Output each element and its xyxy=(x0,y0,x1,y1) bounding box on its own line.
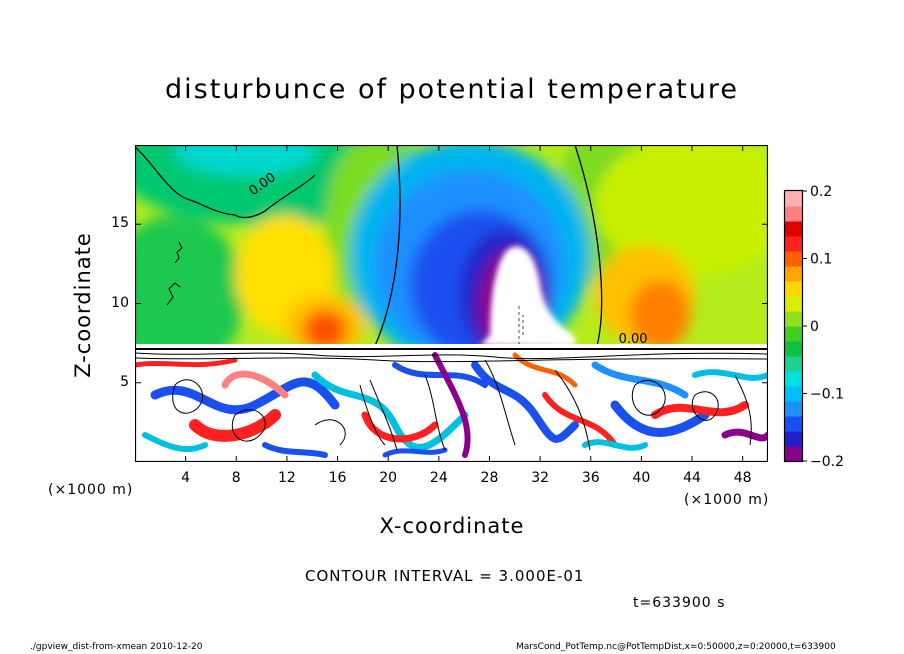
colorbar-swatch xyxy=(785,356,802,372)
heatmap-plot: 0.000.00 xyxy=(135,145,768,462)
x-tick-label: 28 xyxy=(480,470,499,486)
x-tick-label: 20 xyxy=(379,470,398,486)
upper-field xyxy=(135,145,768,346)
colorbar-swatch xyxy=(785,206,802,222)
colorbar-swatch xyxy=(785,446,802,462)
y-ticks xyxy=(135,223,768,384)
colorbar-tick-label: 0.1 xyxy=(810,252,832,268)
time-label: t=633900 s xyxy=(633,595,726,611)
colorbar-swatch xyxy=(785,401,802,417)
footer-data-source: MarsCond_PotTemp.nc@PotTempDist,x=0:5000… xyxy=(516,642,836,652)
x-ticks xyxy=(185,145,744,462)
y-axis-title: Z-coordinate xyxy=(71,232,95,378)
y-tick-label: 5 xyxy=(120,373,129,390)
x-tick-label: 12 xyxy=(277,470,296,486)
chart-title: disturbunce of potential temperature xyxy=(165,74,739,105)
colorbar-ticks: 0.2 0.1 0 −0.1 −0.2 xyxy=(802,185,844,470)
x-tick-label: 24 xyxy=(429,470,448,486)
x-tick-label: 32 xyxy=(531,470,550,486)
colorbar-swatch xyxy=(785,236,802,252)
x-tick-label: 16 xyxy=(328,470,347,486)
colorbar-swatch xyxy=(785,416,802,432)
colorbar-swatch xyxy=(785,386,802,402)
lower-field xyxy=(135,344,768,462)
y-tick-label: 10 xyxy=(111,294,129,311)
colorbar-swatches xyxy=(785,191,802,462)
colorbar-swatch xyxy=(785,431,802,447)
colorbar-swatch xyxy=(785,281,802,297)
x-axis-title: X-coordinate xyxy=(379,514,525,538)
contour-label: 0.00 xyxy=(619,332,648,347)
colorbar: 0.2 0.1 0 −0.1 −0.2 xyxy=(783,185,844,470)
colorbar-swatch xyxy=(785,341,802,357)
colorbar-swatch xyxy=(785,311,802,327)
colorbar-tick-label: −0.2 xyxy=(810,454,844,470)
x-tick-label: 4 xyxy=(181,470,191,486)
colorbar-swatch xyxy=(785,326,802,342)
colorbar-tick-label: 0.2 xyxy=(810,185,832,200)
x-tick-label: 36 xyxy=(581,470,600,486)
x-tick-label: 44 xyxy=(683,470,701,486)
x-tick-label: 48 xyxy=(733,470,752,486)
x-axis-unit-right: (×1000 m) xyxy=(684,492,770,508)
y-tick-label: 15 xyxy=(111,215,129,232)
x-tick-label: 40 xyxy=(632,470,651,486)
colorbar-swatch xyxy=(785,296,802,312)
colorbar-tick-label: 0 xyxy=(810,319,819,335)
colorbar-swatch xyxy=(785,221,802,237)
colorbar-swatch xyxy=(785,251,802,267)
colorbar-swatch xyxy=(785,191,802,207)
colorbar-tick-label: −0.1 xyxy=(810,387,844,403)
x-axis-unit-left: (×1000 m) xyxy=(48,482,134,498)
x-tick-label: 8 xyxy=(231,470,241,486)
colorbar-swatch xyxy=(785,371,802,387)
contour-interval-label: CONTOUR INTERVAL = 3.000E-01 xyxy=(305,567,585,585)
colorbar-swatch xyxy=(785,266,802,282)
footer-script-name: ./gpview_dist-from-xmean 2010-12-20 xyxy=(30,642,203,652)
